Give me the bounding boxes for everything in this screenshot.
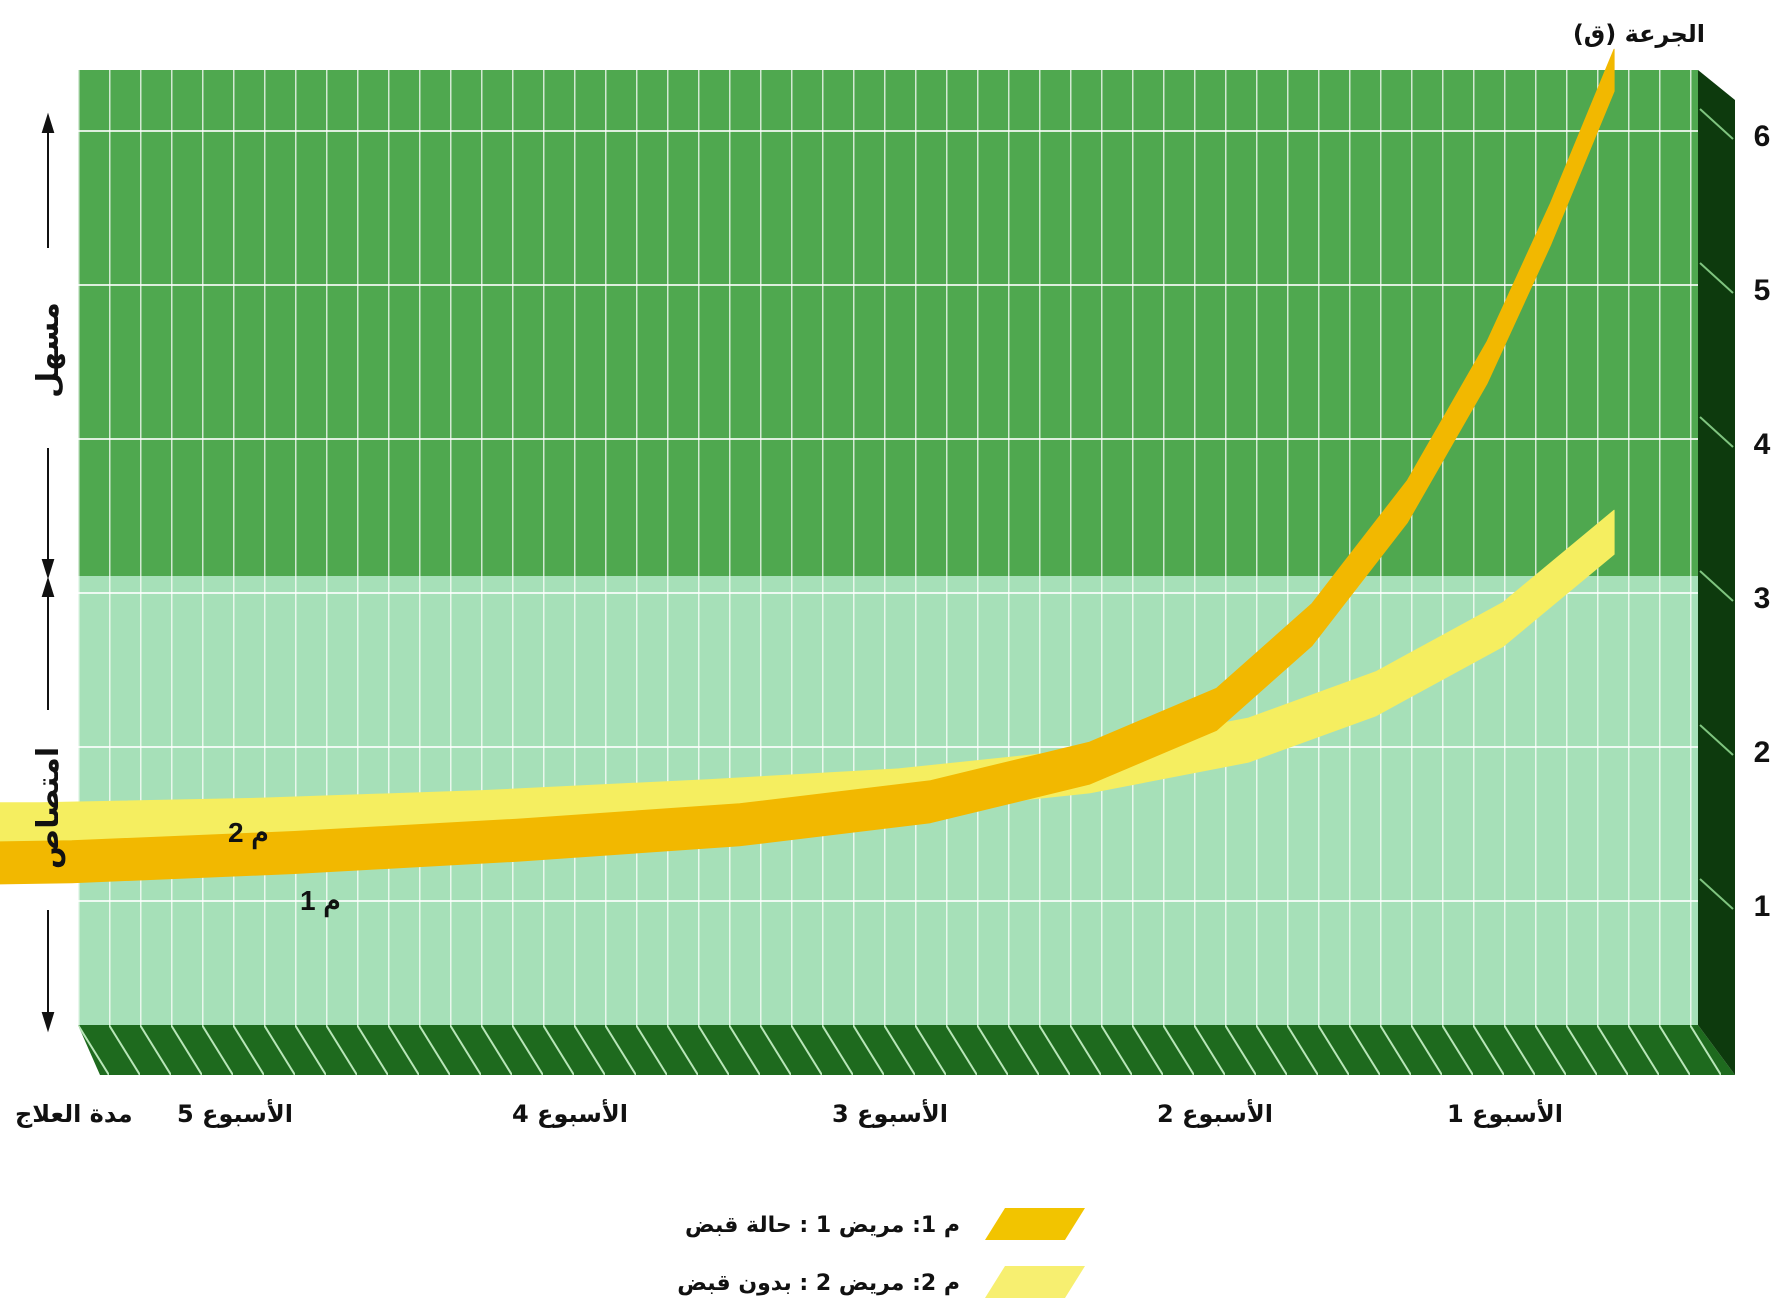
series-inline-labels: م 2 م 1 [228,817,341,918]
x-tick-label: الأسبوع 5 [177,1099,293,1128]
x-tick-label: الأسبوع 1 [1447,1099,1563,1128]
y-tick-label: 5 [1754,274,1771,307]
x-tick-label: الأسبوع 3 [832,1099,948,1128]
vertical-grid [78,70,1698,1025]
y-tick-label: 1 [1754,890,1771,923]
y-axis-ticks: 1 2 3 4 5 6 [1754,120,1771,923]
wall-tick-6 [1699,108,1734,140]
series-1-ribbon [0,48,1615,885]
series-layer [0,48,1615,885]
wall-tick-3 [1699,570,1734,602]
right-wall [1698,70,1735,1075]
band-arrows [41,112,55,1033]
y-axis-title: الجرعة (ق) [1573,20,1705,48]
wall-tick-2 [1699,724,1734,756]
y-tick-label: 6 [1754,120,1771,153]
horizontal-grid [78,130,1698,902]
wall-tick-5 [1699,262,1734,294]
y-tick-label: 3 [1754,582,1771,615]
laxative-band-label: مسهل [31,302,66,398]
legend: م 1: مريض 1 : حالة قبض م 2: مريض 2 : بدو… [677,1208,1085,1298]
series-2-inline-label: م 2 [228,817,269,850]
x-tick-label: الأسبوع 2 [1157,1099,1273,1128]
absorption-band-label: امتصاص [31,747,66,869]
wall-tick-1 [1699,878,1734,910]
legend-swatch-series-2 [985,1266,1085,1298]
x-axis-ticks: الأسبوع 1 الأسبوع 2 الأسبوع 3 الأسبوع 4 الأس… [177,1099,1563,1128]
legend-swatch-series-1 [985,1208,1085,1240]
legend-label-series-2: م 2: مريض 2 : بدون قبض [677,1271,960,1296]
y-tick-label: 4 [1754,428,1771,461]
x-axis-title: مدة العلاج [15,1100,133,1128]
plot-area [78,70,1698,1025]
y-tick-label: 2 [1754,736,1771,769]
wall-tick-4 [1699,416,1734,448]
x-tick-label: الأسبوع 4 [512,1099,628,1128]
series-1-inline-label: م 1 [300,885,341,918]
legend-label-series-1: م 1: مريض 1 : حالة قبض [685,1213,960,1238]
base-strip [78,1025,1735,1075]
